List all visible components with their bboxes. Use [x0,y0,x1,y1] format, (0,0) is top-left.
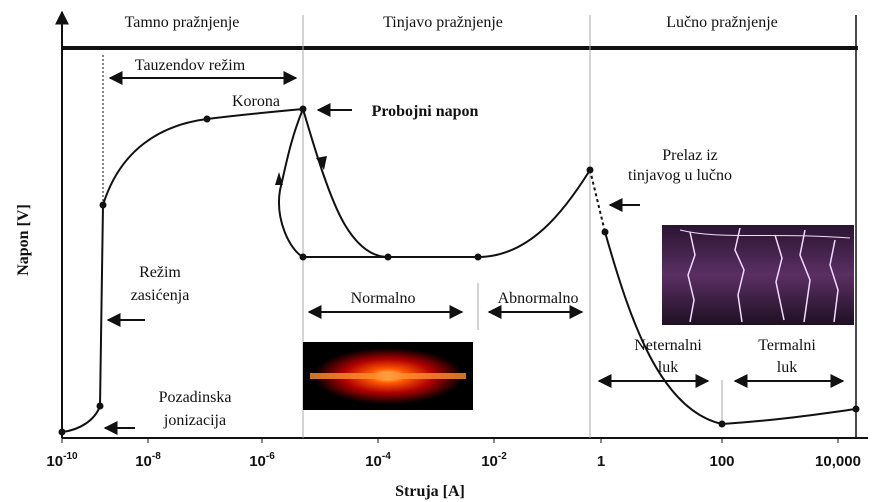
arrows [103,71,845,435]
x-ticks: 10-10 10-8 10-6 10-4 10-2 1 100 10,000 [46,438,861,470]
glow-image [303,342,473,410]
tick-base: 10 [365,453,382,470]
axes [55,10,868,439]
x-tick-label: 10-6 [249,451,275,470]
annotation: Pozadinska [159,389,232,406]
x-tick-label: 1 [597,453,605,470]
region-label: Lučno pražnjenje [666,14,778,31]
x-tick-label: 10-4 [365,451,391,470]
y-axis-label: Napon [V] [15,204,32,276]
annotation: luk [658,359,678,376]
annotation: Termalni [758,337,816,354]
annotation: Normalno [351,290,416,307]
tick-base: 10 [46,453,63,470]
annotation: Tauzendov režim [135,57,246,74]
x-tick-label: 10-8 [135,451,161,470]
tick-base: 10,000 [815,453,861,470]
tick-base: 10 [249,453,266,470]
tick-base: 10 [481,453,498,470]
tick-base: 10 [135,453,152,470]
tick-exponent: -6 [266,451,275,462]
x-tick-label: 10-2 [481,451,507,470]
tick-exponent: -10 [63,451,78,462]
tick-base: 100 [709,453,734,470]
x-axis-label: Struja [A] [395,483,465,500]
tick-exponent: -8 [152,451,161,462]
curve [58,105,860,436]
region-label: Tinjavo pražnjenje [383,14,503,31]
annotation: Režim [139,264,181,281]
tick-exponent: -4 [382,451,391,462]
tick-exponent: -2 [498,451,507,462]
tick-base: 1 [597,453,605,470]
annotation: Abnormalno [498,290,579,307]
annotation: jonizacija [163,412,226,429]
annotation: Prelaz iz [662,147,718,164]
x-tick-label: 10,000 [815,453,861,470]
x-tick-label: 100 [709,453,734,470]
annotation: zasićenja [131,287,190,304]
annotation: Probojni napon [372,103,479,120]
annotation: tinjavog u lučno [628,167,732,184]
region-label: Tamno pražnjenje [125,14,240,31]
annotation: Neternalni [634,337,702,354]
annotation: Korona [232,93,280,110]
lightning-image [662,225,854,325]
x-tick-label: 10-10 [46,451,78,470]
annotation: luk [777,359,797,376]
